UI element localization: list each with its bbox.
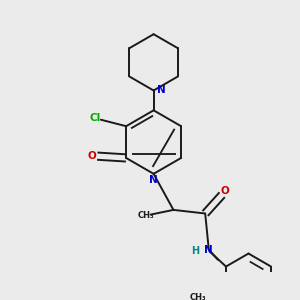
Text: N: N	[157, 85, 166, 95]
Text: CH₃: CH₃	[190, 293, 206, 300]
Text: O: O	[221, 186, 230, 196]
Text: N: N	[149, 175, 158, 185]
Text: O: O	[88, 151, 96, 161]
Text: Cl: Cl	[90, 113, 101, 123]
Text: H: H	[191, 246, 199, 256]
Text: N: N	[204, 244, 213, 255]
Text: CH₃: CH₃	[137, 211, 154, 220]
